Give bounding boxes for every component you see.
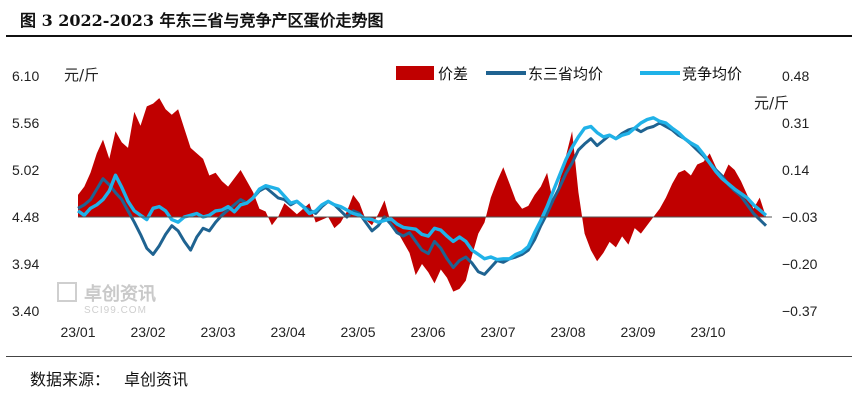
legend-label-competing: 竞争均价 [682,65,742,83]
source-note: 数据来源： 卓创资讯 [30,366,202,390]
x-tick-label: 23/03 [200,324,235,340]
source-name: 卓创资讯 [124,370,189,389]
x-tick-label: 23/05 [340,324,375,340]
legend: 价差 东三省均价 竞争均价 [396,65,742,83]
right-tick-label: 0.48 [782,68,809,84]
x-tick-label: 23/08 [550,324,585,340]
right-tick-label: −0.37 [782,303,818,319]
legend-label-diff: 价差 [438,65,468,83]
watermark-text: 卓创资讯 [84,283,156,305]
left-tick-label: 4.48 [12,209,39,225]
left-axis-unit: 元/斤 [64,66,99,84]
bottom-rule [6,356,852,357]
x-tick-label: 23/01 [60,324,95,340]
watermark-logo [57,282,77,302]
legend-label-northeast: 东三省均价 [528,65,603,83]
x-tick-label: 23/04 [270,324,305,340]
right-tick-label: −0.03 [782,209,818,225]
source-label: 数据来源： [30,370,111,389]
x-tick-label: 23/07 [480,324,515,340]
title-rule [6,35,852,37]
right-axis-unit: 元/斤 [754,94,789,112]
series-northeast-line [77,121,768,276]
series-diff-area [78,98,766,292]
left-tick-label: 3.40 [12,303,39,319]
line-layer [77,116,768,276]
legend-swatch-diff [396,66,434,80]
right-tick-label: 0.31 [782,115,809,131]
axis-layer: 6.10 5.56 5.02 4.48 3.94 3.40 0.48 0.31 0.14 −0.0… [12,66,818,340]
right-tick-label: −0.20 [782,256,818,272]
right-tick-label: 0.14 [782,162,809,178]
x-tick-label: 23/06 [410,324,445,340]
x-tick-label: 23/09 [620,324,655,340]
left-tick-label: 3.94 [12,256,39,272]
series-competing-line [77,116,768,262]
diff-area-layer [78,98,766,292]
left-tick-label: 5.56 [12,115,39,131]
chart-title: 图 3 2022-2023 年东三省与竞争产区蛋价走势图 [20,11,384,30]
watermark-subtext: SCI99.COM [84,305,147,316]
watermark: 卓创资讯 SCI99.COM [57,282,156,316]
left-tick-label: 5.02 [12,162,39,178]
left-tick-label: 6.10 [12,68,39,84]
x-tick-label: 23/10 [690,324,725,340]
title-bar: 图 3 2022-2023 年东三省与竞争产区蛋价走势图 [0,0,858,34]
x-tick-label: 23/02 [130,324,165,340]
